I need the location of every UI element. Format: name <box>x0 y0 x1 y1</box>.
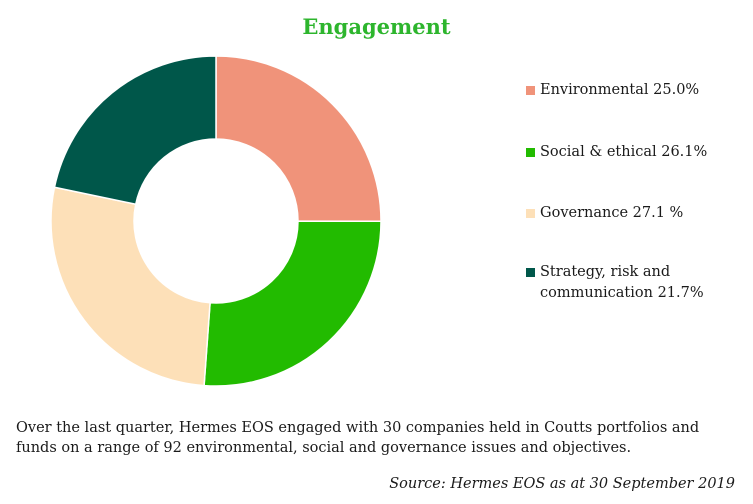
slice-social-ethical <box>203 220 382 387</box>
donut-chart <box>50 55 382 387</box>
legend-label-environmental: Environmental 25.0% <box>540 82 700 98</box>
legend-label-social-ethical: Social & ethical 26.1% <box>540 144 708 160</box>
footnote: Over the last quarter, Hermes EOS engage… <box>16 420 700 456</box>
legend-swatch-social-ethical <box>526 148 535 157</box>
legend-label-strategy: Strategy, risk and communication 21.7% <box>540 264 704 301</box>
legend-label-governance: Governance 27.1 % <box>540 205 684 221</box>
slice-strategy <box>53 55 217 206</box>
legend-swatch-strategy <box>526 268 535 277</box>
legend-swatch-governance <box>526 209 535 218</box>
slice-governance <box>50 186 211 387</box>
legend-swatch-environmental <box>526 86 535 95</box>
slice-environmental <box>215 55 382 223</box>
chart-title: Engagement <box>302 14 451 39</box>
source-note: Source: Hermes EOS as at 30 September 20… <box>389 476 735 492</box>
